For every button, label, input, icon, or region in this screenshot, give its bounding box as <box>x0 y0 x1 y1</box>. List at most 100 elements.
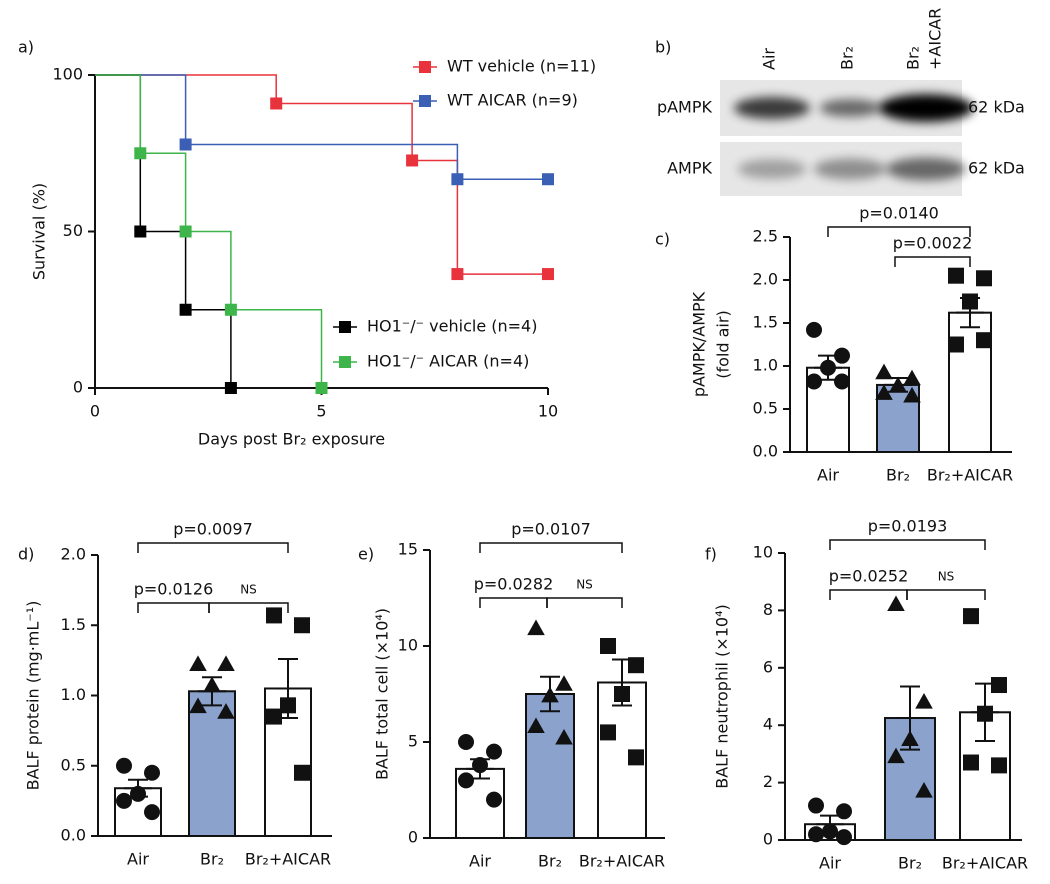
y-tick-label: 1.0 <box>753 356 778 375</box>
survival-marker <box>179 138 192 151</box>
data-point <box>144 764 160 781</box>
y-tick-label: 2.5 <box>753 227 778 246</box>
row-label: pAMPK <box>657 98 713 117</box>
survival-marker <box>542 173 554 186</box>
legend-label: WT AICAR (n=9) <box>447 91 578 110</box>
data-point <box>458 772 474 789</box>
legend-marker <box>339 321 351 333</box>
data-point <box>820 359 836 376</box>
data-point <box>614 686 630 702</box>
y-axis-label: BALF protein (mg·mL⁻¹) <box>24 601 43 791</box>
data-point <box>963 754 979 771</box>
survival-marker <box>270 97 283 110</box>
data-point <box>976 332 992 349</box>
y-tick-label: 2 <box>763 772 773 791</box>
significance-label: p=0.0140 <box>859 204 939 223</box>
legend-label: HO1⁻/⁻ vehicle (n=4) <box>367 317 537 336</box>
panel-label: b) <box>655 38 671 57</box>
data-point <box>806 321 822 338</box>
survival-marker <box>406 154 419 167</box>
data-point <box>600 724 616 741</box>
data-point <box>962 293 978 310</box>
blot-band <box>886 157 966 181</box>
data-point <box>555 728 573 745</box>
blot-band <box>734 97 810 119</box>
y-tick-label: 10 <box>398 636 418 655</box>
x-tick-label: 5 <box>316 402 326 421</box>
data-point <box>116 792 132 809</box>
survival-marker <box>134 147 147 160</box>
panel-label: a) <box>18 38 34 57</box>
survival-marker <box>451 268 464 281</box>
data-point <box>472 757 488 774</box>
data-point <box>903 386 921 403</box>
x-axis-label: Days post Br₂ exposure <box>198 430 385 449</box>
data-point <box>915 693 933 709</box>
x-tick-label: Br₂+AICAR <box>927 466 1013 485</box>
x-tick-label: Air <box>127 850 149 869</box>
legend-marker <box>419 61 431 73</box>
y-axis-label: (fold air) <box>714 310 733 378</box>
significance-bracket <box>479 542 623 553</box>
legend-marker <box>339 356 351 368</box>
band-size: 62 kDa <box>968 98 1025 117</box>
data-point <box>991 677 1007 694</box>
data-point <box>887 595 905 612</box>
data-point <box>834 373 850 390</box>
blot-band <box>819 99 881 117</box>
survival-marker <box>315 382 328 394</box>
significance-bracket <box>208 602 289 613</box>
blot-band <box>737 159 807 179</box>
legend-label: HO1⁻/⁻ AICAR (n=4) <box>367 352 529 371</box>
x-tick-label: Air <box>819 854 841 873</box>
data-point <box>948 267 964 284</box>
data-point <box>977 705 993 722</box>
significance-label: NS <box>576 578 593 592</box>
data-point <box>541 686 559 703</box>
y-tick-label: 0.5 <box>753 399 778 418</box>
data-point <box>555 675 573 691</box>
survival-marker <box>134 225 147 238</box>
x-tick-label: Air <box>469 852 491 871</box>
significance-label: NS <box>240 583 257 597</box>
y-tick-label: 0.0 <box>61 826 86 845</box>
x-tick-label: Br₂ <box>200 850 224 869</box>
data-point <box>887 747 905 764</box>
data-point <box>963 608 979 625</box>
data-point <box>280 697 296 714</box>
lane-label: Air <box>760 48 779 70</box>
data-point <box>458 734 474 750</box>
y-tick-label: 50 <box>63 221 83 240</box>
survival-line <box>95 74 323 388</box>
survival-line <box>95 74 548 275</box>
data-point <box>527 717 545 734</box>
data-point <box>822 823 838 840</box>
lane-label: Br₂ <box>838 46 857 70</box>
y-tick-label: 0 <box>408 828 418 847</box>
data-point <box>808 826 824 843</box>
data-point <box>991 757 1007 774</box>
data-point <box>901 730 919 746</box>
data-point <box>189 655 207 671</box>
data-point <box>875 363 893 380</box>
significance-bracket <box>479 597 548 608</box>
data-point <box>628 749 644 766</box>
x-tick-label: Air <box>817 466 839 485</box>
survival-marker <box>451 173 464 186</box>
significance-bracket <box>894 256 971 267</box>
survival-marker <box>179 225 192 238</box>
significance-label: p=0.0282 <box>474 575 554 594</box>
data-point <box>948 336 964 353</box>
data-point <box>527 619 545 636</box>
data-point <box>836 803 852 820</box>
data-point <box>834 347 850 364</box>
y-tick-label: 8 <box>763 600 773 619</box>
significance-bracket <box>137 602 210 613</box>
survival-marker <box>542 268 554 281</box>
data-point <box>116 757 132 774</box>
x-tick-label: Br₂ <box>886 466 910 485</box>
data-point <box>130 785 146 802</box>
x-tick-label: Br₂+AICAR <box>942 854 1028 873</box>
y-tick-label: 0 <box>763 830 773 849</box>
data-point <box>203 676 221 693</box>
